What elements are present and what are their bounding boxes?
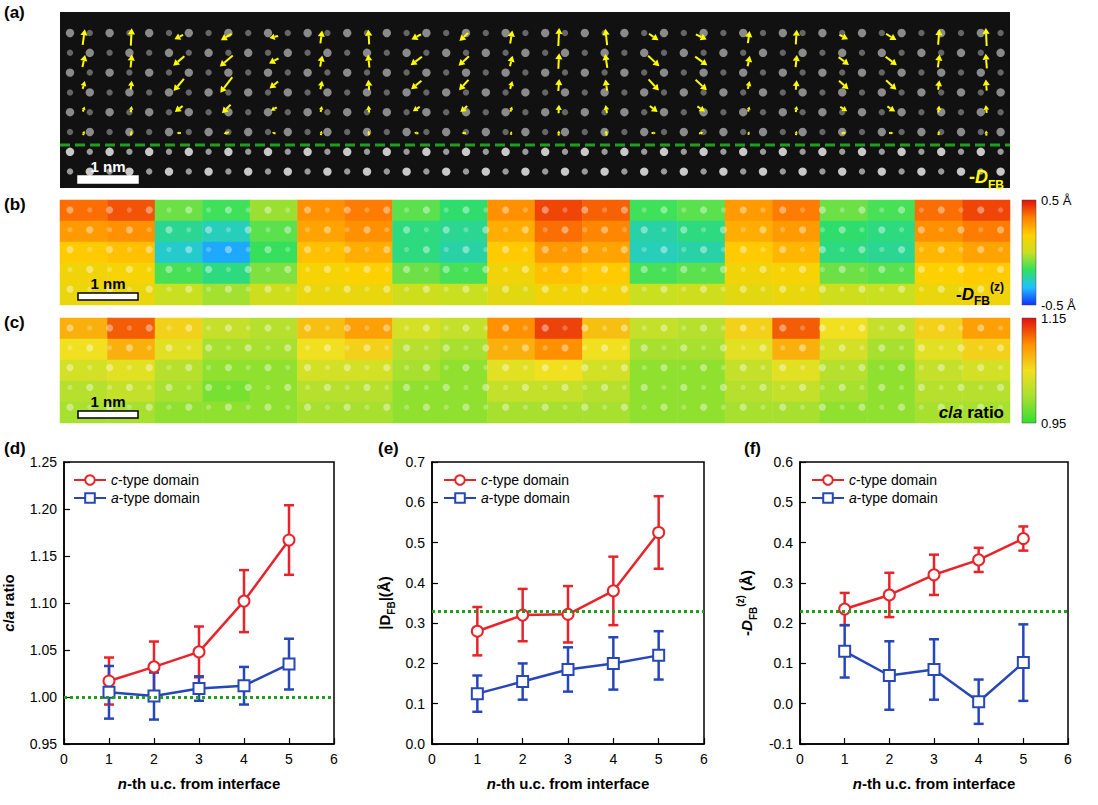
svg-text:(b): (b) <box>4 195 26 214</box>
svg-text:2: 2 <box>885 751 893 767</box>
svg-text:0.2: 0.2 <box>406 655 426 671</box>
svg-text:0: 0 <box>60 751 68 767</box>
svg-text:-th u.c. from interface: -th u.c. from interface <box>862 775 1015 792</box>
svg-text:n: n <box>853 775 862 792</box>
svg-text:0.2: 0.2 <box>774 615 794 631</box>
svg-text:6: 6 <box>330 751 338 767</box>
svg-text:4: 4 <box>240 751 248 767</box>
svg-text:-type domain: -type domain <box>118 472 199 488</box>
svg-text:0.1: 0.1 <box>774 655 794 671</box>
svg-text:1 nm: 1 nm <box>90 275 125 292</box>
svg-text:ratio: ratio <box>962 403 1004 422</box>
svg-text:FB: FB <box>748 607 759 620</box>
svg-text:FB: FB <box>988 178 1004 192</box>
svg-text:0.7: 0.7 <box>406 454 426 470</box>
svg-text:FB: FB <box>386 601 397 614</box>
svg-text:1.10: 1.10 <box>30 595 57 611</box>
svg-text:c: c <box>111 472 118 488</box>
svg-text:n: n <box>118 775 127 792</box>
svg-text:a: a <box>111 490 119 506</box>
svg-text:D: D <box>975 167 988 187</box>
svg-text:2: 2 <box>150 751 158 767</box>
svg-text:a: a <box>481 490 489 506</box>
svg-text:0.6: 0.6 <box>406 494 426 510</box>
svg-text:(f): (f) <box>744 439 761 458</box>
svg-text:5: 5 <box>1019 751 1027 767</box>
svg-text:0: 0 <box>428 751 436 767</box>
svg-text:0.95: 0.95 <box>30 736 57 752</box>
svg-text:D: D <box>962 285 974 304</box>
svg-text:3: 3 <box>564 751 572 767</box>
svg-text:4: 4 <box>975 751 983 767</box>
svg-text:(z): (z) <box>990 280 1004 294</box>
svg-text:ratio: ratio <box>0 574 17 611</box>
svg-text:(z): (z) <box>735 595 746 607</box>
svg-text:-D: -D <box>738 620 755 636</box>
svg-text:-type domain: -type domain <box>119 490 200 506</box>
svg-text:0.5: 0.5 <box>774 494 794 510</box>
svg-text:0.0: 0.0 <box>406 736 426 752</box>
svg-text:-type domain: -type domain <box>856 472 937 488</box>
svg-text:0.95: 0.95 <box>1041 416 1066 431</box>
svg-text:5: 5 <box>285 751 293 767</box>
svg-text:-th u.c. from interface: -th u.c. from interface <box>496 775 649 792</box>
svg-text:|D: |D <box>376 614 393 629</box>
svg-text:(c): (c) <box>4 313 25 332</box>
svg-text:c: c <box>849 472 856 488</box>
svg-text:(e): (e) <box>378 439 399 458</box>
svg-text:3: 3 <box>930 751 938 767</box>
svg-text:0.5 Å: 0.5 Å <box>1041 193 1072 208</box>
svg-text:0.0: 0.0 <box>774 696 794 712</box>
svg-text:1.05: 1.05 <box>30 642 57 658</box>
svg-text:1.20: 1.20 <box>30 501 57 517</box>
svg-text:0.4: 0.4 <box>774 535 794 551</box>
svg-text:1.15: 1.15 <box>1041 311 1066 326</box>
svg-text:1: 1 <box>473 751 481 767</box>
svg-text:c: c <box>939 403 949 422</box>
svg-text:0.4: 0.4 <box>406 575 426 591</box>
svg-text:n: n <box>487 775 496 792</box>
svg-text:4: 4 <box>609 751 617 767</box>
svg-text:3: 3 <box>195 751 203 767</box>
svg-text:1.25: 1.25 <box>30 454 57 470</box>
svg-text:a: a <box>0 611 17 619</box>
svg-text:0.3: 0.3 <box>406 615 426 631</box>
svg-text:-type domain: -type domain <box>857 490 938 506</box>
svg-text:-: - <box>969 167 975 187</box>
svg-text:(a): (a) <box>4 3 25 22</box>
svg-text:(Å): (Å) <box>738 570 755 595</box>
svg-text:5: 5 <box>655 751 663 767</box>
svg-text:1.00: 1.00 <box>30 689 57 705</box>
svg-text:-0.1: -0.1 <box>769 736 793 752</box>
svg-text:0.6: 0.6 <box>774 454 794 470</box>
svg-text:c: c <box>481 472 488 488</box>
svg-text:1.15: 1.15 <box>30 548 57 564</box>
svg-text:-type domain: -type domain <box>488 472 569 488</box>
svg-text:-th u.c. from interface: -th u.c. from interface <box>127 775 280 792</box>
svg-text:/: / <box>948 403 953 422</box>
svg-text:c: c <box>0 623 17 632</box>
svg-text:a: a <box>953 403 962 422</box>
svg-text:1: 1 <box>105 751 113 767</box>
svg-text:1: 1 <box>841 751 849 767</box>
svg-text:-type domain: -type domain <box>489 490 570 506</box>
svg-text:0: 0 <box>796 751 804 767</box>
svg-text:0.3: 0.3 <box>774 575 794 591</box>
svg-text:2: 2 <box>519 751 527 767</box>
svg-text:1 nm: 1 nm <box>90 393 125 410</box>
svg-text:-: - <box>956 285 962 304</box>
svg-text:0.1: 0.1 <box>406 696 426 712</box>
svg-text:|(Å): |(Å) <box>376 576 393 601</box>
svg-text:6: 6 <box>1064 751 1072 767</box>
svg-text:a: a <box>849 490 857 506</box>
svg-text:6: 6 <box>700 751 708 767</box>
svg-text:(d): (d) <box>4 439 26 458</box>
svg-text:-0.5 Å: -0.5 Å <box>1041 297 1076 313</box>
svg-text:1 nm: 1 nm <box>90 158 125 175</box>
svg-text:FB: FB <box>974 294 990 308</box>
svg-text:0.5: 0.5 <box>406 535 426 551</box>
